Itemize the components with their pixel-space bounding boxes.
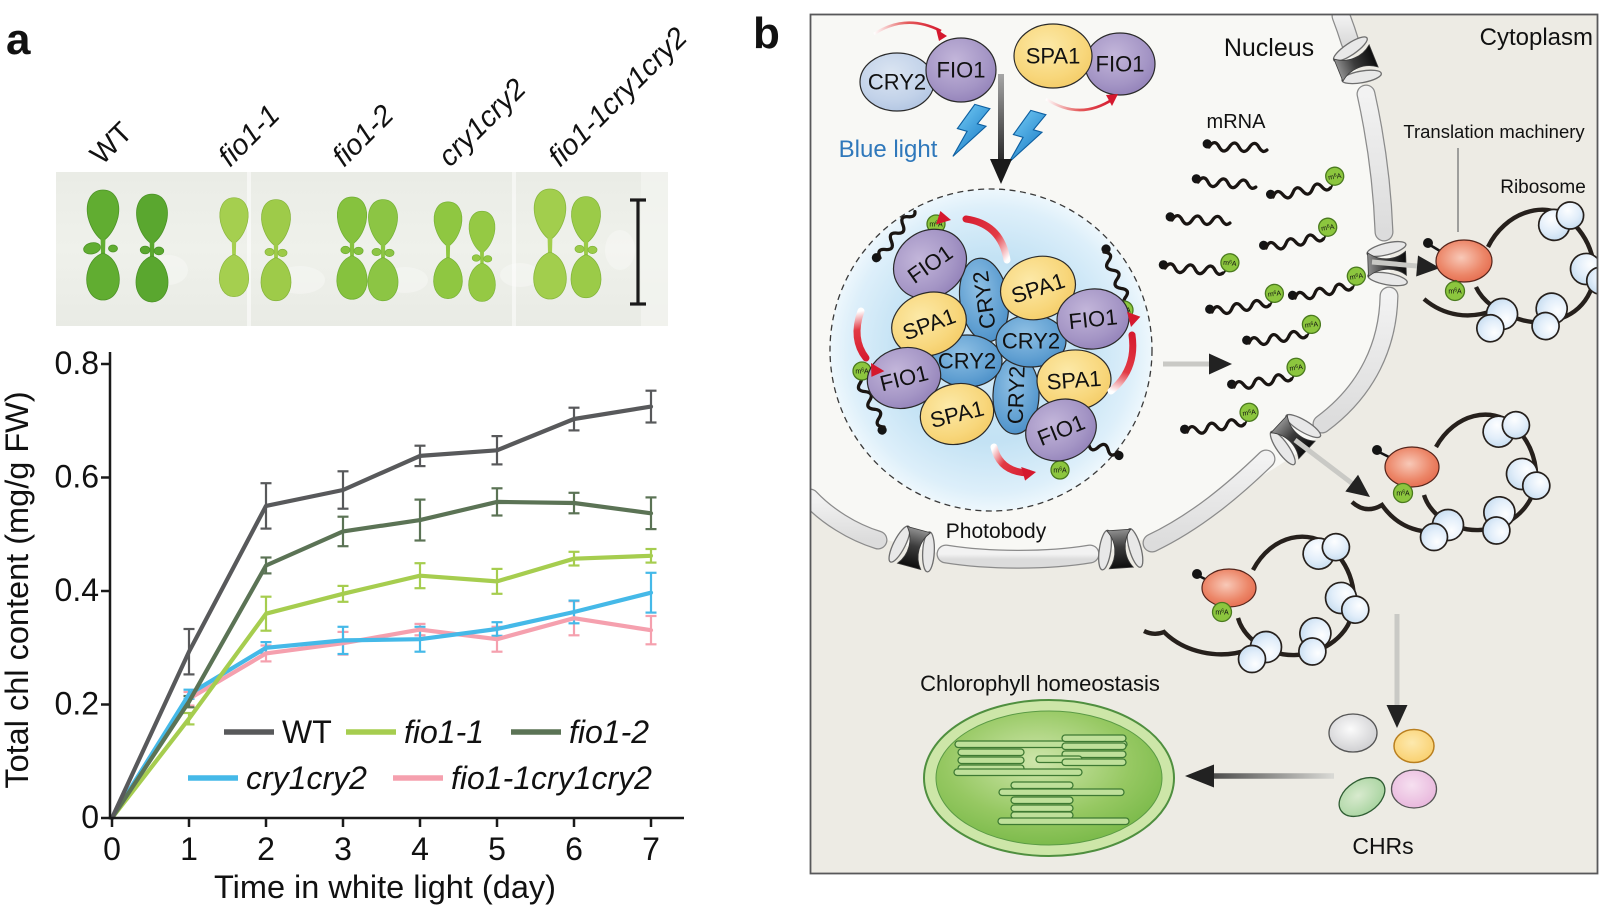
svg-text:1: 1 xyxy=(180,831,198,867)
svg-text:m6A: m6A xyxy=(1321,223,1336,233)
svg-text:m6A: m6A xyxy=(1223,259,1237,268)
svg-text:fio1-2: fio1-2 xyxy=(569,714,649,750)
svg-text:SPA1: SPA1 xyxy=(1046,366,1102,395)
svg-text:m6A: m6A xyxy=(1267,289,1281,298)
svg-text:m6A: m6A xyxy=(1349,272,1364,282)
svg-text:Blue light: Blue light xyxy=(839,136,938,163)
svg-text:0.2: 0.2 xyxy=(55,686,99,722)
svg-text:m6A: m6A xyxy=(1053,467,1067,475)
svg-text:m6A: m6A xyxy=(1289,363,1303,373)
svg-text:FIO1: FIO1 xyxy=(1096,52,1145,77)
svg-text:0.6: 0.6 xyxy=(55,459,99,495)
svg-text:m6A: m6A xyxy=(1448,288,1462,296)
svg-text:cry1cry2: cry1cry2 xyxy=(246,760,367,796)
svg-text:0.8: 0.8 xyxy=(55,345,99,381)
svg-text:CRY2: CRY2 xyxy=(1002,329,1060,354)
svg-text:fio1-1: fio1-1 xyxy=(404,714,484,750)
svg-text:WT: WT xyxy=(282,714,332,750)
svg-text:Ribosome: Ribosome xyxy=(1500,177,1586,198)
svg-text:FIO1: FIO1 xyxy=(937,58,986,83)
svg-text:CRY2: CRY2 xyxy=(938,349,996,374)
svg-text:m6A: m6A xyxy=(1215,609,1229,617)
svg-text:3: 3 xyxy=(334,831,352,867)
svg-text:m6A: m6A xyxy=(1396,490,1410,498)
svg-text:Nucleus: Nucleus xyxy=(1224,34,1314,62)
svg-text:Chlorophyll homeostasis: Chlorophyll homeostasis xyxy=(920,671,1160,696)
svg-text:Time in white light (day): Time in white light (day) xyxy=(214,869,556,905)
svg-text:7: 7 xyxy=(642,831,660,867)
svg-text:b: b xyxy=(753,9,780,58)
svg-text:5: 5 xyxy=(488,831,506,867)
svg-text:4: 4 xyxy=(411,831,429,867)
svg-text:0.4: 0.4 xyxy=(55,572,99,608)
svg-text:Photobody: Photobody xyxy=(946,520,1047,543)
svg-text:m6A: m6A xyxy=(1242,408,1256,418)
svg-text:fio1-1cry1cry2: fio1-1cry1cry2 xyxy=(451,760,652,796)
svg-text:FIO1: FIO1 xyxy=(1067,304,1118,334)
svg-text:Translation machinery: Translation machinery xyxy=(1403,121,1585,142)
svg-text:6: 6 xyxy=(565,831,583,867)
svg-text:CRY2: CRY2 xyxy=(1003,365,1030,424)
svg-text:SPA1: SPA1 xyxy=(1026,44,1081,69)
svg-text:0: 0 xyxy=(103,831,121,867)
svg-text:m6A: m6A xyxy=(1304,320,1318,329)
svg-text:a: a xyxy=(6,15,31,64)
svg-text:CRY2: CRY2 xyxy=(868,70,926,95)
svg-text:Total chl content (mg/g FW): Total chl content (mg/g FW) xyxy=(0,391,35,788)
svg-text:Cytoplasm: Cytoplasm xyxy=(1480,24,1593,51)
svg-text:m6A: m6A xyxy=(855,368,869,376)
svg-text:2: 2 xyxy=(257,831,275,867)
svg-text:CHRs: CHRs xyxy=(1352,833,1413,859)
svg-text:0: 0 xyxy=(81,799,99,835)
svg-text:m6A: m6A xyxy=(1328,172,1343,182)
svg-text:mRNA: mRNA xyxy=(1207,111,1267,133)
